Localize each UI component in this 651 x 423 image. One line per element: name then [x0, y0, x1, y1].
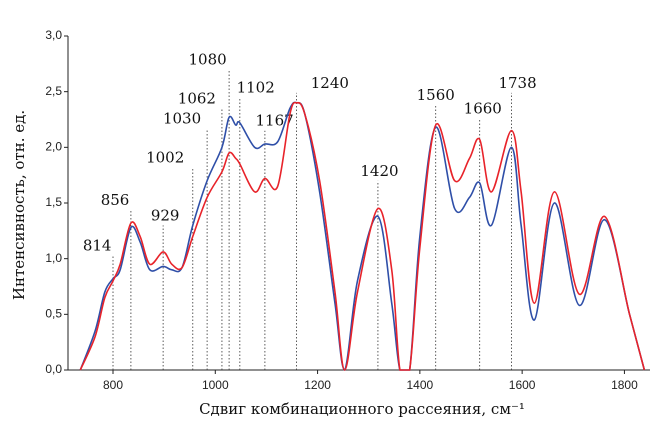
annotation-label: 929: [151, 206, 180, 224]
annotation-label: 1080: [189, 50, 227, 68]
spectrum-line: [79, 101, 646, 371]
y-tick-label: 0,0: [45, 362, 62, 376]
y-tick-label: 1,5: [45, 195, 62, 209]
annotation-label: 1002: [146, 148, 184, 166]
x-tick-label: 1600: [509, 378, 536, 392]
spectrum-line: [79, 101, 646, 371]
annotation-label: 1420: [360, 162, 398, 180]
annotation-label: 1738: [498, 74, 536, 92]
annotation-label: 1062: [178, 89, 216, 107]
annotation-label: 1560: [417, 86, 455, 104]
x-tick-label: 1200: [304, 378, 331, 392]
y-tick-label: 3,0: [45, 28, 62, 42]
y-tick-label: 1,0: [45, 251, 62, 265]
annotation-label: 1660: [464, 99, 502, 117]
annotation-label: 814: [83, 236, 112, 254]
x-tick-label: 1800: [611, 378, 638, 392]
x-tick-label: 800: [103, 378, 123, 392]
annotation-label: 1102: [237, 78, 275, 96]
y-axis-title: Интенсивность, отн. ед.: [10, 110, 28, 300]
x-axis-title: Сдвиг комбинационного рассеяния, см⁻¹: [199, 400, 525, 418]
annotation-label: 1030: [163, 110, 201, 128]
y-tick-label: 0,5: [45, 307, 62, 321]
x-tick-label: 1000: [202, 378, 229, 392]
annotation-label: 1240: [311, 74, 349, 92]
y-tick-label: 2,5: [45, 84, 62, 98]
annotation-label: 856: [101, 191, 130, 209]
y-tick-label: 2,0: [45, 140, 62, 154]
x-tick-label: 1400: [407, 378, 434, 392]
